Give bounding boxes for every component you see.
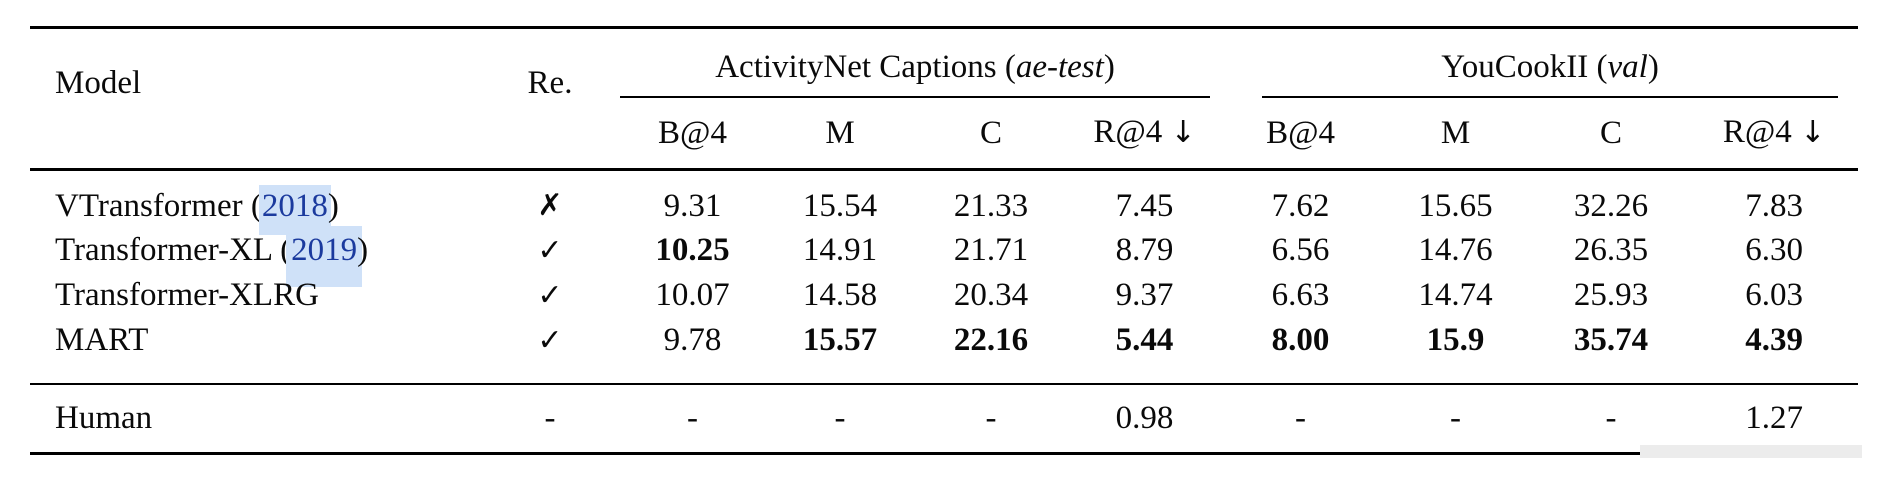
value-cell: 4.39 (1690, 317, 1859, 385)
value-cell: 14.76 (1418, 232, 1493, 268)
model-cell: MART (30, 317, 480, 385)
value-cell: 26.35 (1573, 232, 1649, 268)
group-label-split: ae-test (1015, 48, 1104, 85)
value-cell: 5.44 (1067, 317, 1223, 385)
model-name: Transformer-XL ( (55, 232, 292, 268)
value-cell: 22.16 (915, 317, 1067, 385)
model-name: Transformer-XLRG (55, 277, 319, 313)
model-name: MART (55, 321, 149, 358)
value-cell: 15.9 (1379, 317, 1533, 385)
value-cell: - (620, 383, 765, 455)
check-icon: ✓ (537, 232, 563, 268)
check-icon: ✓ (537, 322, 563, 358)
check-icon: ✓ (537, 277, 563, 313)
model-cell: Human (30, 383, 480, 455)
citation-link-2018[interactable]: 2018 (258, 184, 331, 235)
value-cell: 6.03 (1745, 277, 1803, 313)
model-name: Human (55, 400, 153, 437)
metric-header-anet-m: M (765, 97, 915, 171)
table-row-mart: MART ✓ 9.78 15.57 22.16 5.44 8.00 15.9 3… (30, 317, 1859, 385)
dash: - (544, 400, 556, 437)
group-header-activitynet: ActivityNet Captions (ae-test) (620, 26, 1223, 98)
value-cell: 21.71 (953, 232, 1029, 268)
value-cell: 10.07 (655, 277, 730, 313)
value-cell: 20.34 (953, 277, 1029, 313)
re-header-label: Re. (527, 64, 573, 101)
value-cell: - (765, 383, 915, 455)
value-cell: 7.45 (1115, 187, 1174, 224)
table-row-human: Human - - - - 0.98 - - - 1.27 (30, 383, 1859, 455)
value-cell: 0.98 (1067, 383, 1223, 455)
cross-icon: ✗ (537, 187, 563, 223)
model-name-close: ) (327, 187, 339, 224)
value-cell: 6.30 (1745, 232, 1803, 268)
value-cell: - (915, 383, 1067, 455)
re-cell: ✗ (480, 170, 620, 228)
metric-header-ycook-r4: R@4 ↓ (1690, 97, 1859, 171)
group-label-close: ) (1103, 48, 1115, 85)
value-cell: - (1222, 383, 1380, 455)
model-name: VTransformer ( (55, 187, 262, 224)
activitynet-group-label: ActivityNet Captions (ae-test) (620, 47, 1211, 98)
metric-header-anet-r4: R@4 ↓ (1067, 97, 1223, 171)
youcookii-group-label: YouCookII (val) (1262, 47, 1839, 98)
table-row-transformer-xlrg: Transformer-XLRG ✓ 10.07 14.58 20.34 9.3… (30, 273, 1858, 318)
value-cell: 6.56 (1271, 232, 1330, 268)
value-cell: 14.58 (802, 277, 878, 313)
results-table: Model Re. ActivityNet Captions (ae-test)… (30, 26, 1859, 455)
value-cell: - (1532, 383, 1691, 455)
re-cell: ✓ (480, 273, 620, 318)
column-header-model: Model (30, 26, 480, 171)
value-cell: 15.65 (1418, 187, 1493, 224)
value-cell: 1.27 (1690, 383, 1859, 455)
model-cell: VTransformer (2018) (30, 170, 480, 235)
model-name-close: ) (357, 232, 369, 268)
down-arrow-icon: ↓ (1800, 115, 1826, 151)
value-cell: 6.63 (1271, 277, 1330, 313)
value-cell: 14.91 (802, 232, 878, 268)
down-arrow-icon: ↓ (1170, 115, 1196, 151)
selection-artifact (1640, 445, 1862, 458)
value-cell: 21.33 (953, 187, 1029, 224)
group-label-text: ActivityNet Captions ( (715, 48, 1016, 85)
group-label-split: val (1607, 48, 1648, 85)
model-cell: Transformer-XLRG (30, 273, 480, 318)
value-cell: 15.54 (802, 187, 878, 224)
value-cell: 8.00 (1222, 317, 1380, 385)
metric-header-ycook-b4: B@4 (1222, 97, 1380, 171)
metric-header-ycook-c: C (1532, 97, 1691, 171)
value-cell: 35.74 (1532, 317, 1691, 385)
value-cell: 7.83 (1745, 187, 1803, 224)
model-header-label: Model (55, 64, 142, 101)
value-cell: 9.37 (1115, 277, 1174, 313)
citation-link-2019[interactable]: 2019 (286, 226, 363, 287)
value-cell: 14.74 (1418, 277, 1493, 313)
value-cell: 15.57 (765, 317, 915, 385)
model-cell: Transformer-XL (2019) (30, 226, 480, 287)
value-cell: 32.26 (1573, 187, 1649, 224)
value-cell: 8.79 (1115, 232, 1174, 268)
value-cell: - (1379, 383, 1533, 455)
group-header-youcookii: YouCookII (val) (1222, 26, 1859, 98)
table-row-transformer-xl: Transformer-XL (2019) ✓ 10.25 14.91 21.7… (30, 226, 1858, 287)
column-header-relevance: Re. (480, 26, 620, 171)
value-cell: 9.31 (663, 187, 722, 224)
value-cell: 25.93 (1573, 277, 1649, 313)
re-cell: - (480, 383, 620, 455)
re-cell: ✓ (480, 228, 620, 273)
metric-header-anet-c: C (915, 97, 1067, 171)
group-label-text: YouCookII ( (1441, 48, 1608, 85)
metric-header-anet-b4: B@4 (620, 97, 765, 171)
value-cell: 10.25 (655, 232, 730, 268)
re-cell: ✓ (480, 317, 620, 385)
metric-header-ycook-m: M (1379, 97, 1533, 171)
value-cell: 7.62 (1271, 187, 1330, 224)
group-label-close: ) (1647, 48, 1659, 85)
table-row-vtransformer: VTransformer (2018) ✗ 9.31 15.54 21.33 7… (30, 170, 1858, 235)
value-cell: 9.78 (620, 317, 765, 385)
